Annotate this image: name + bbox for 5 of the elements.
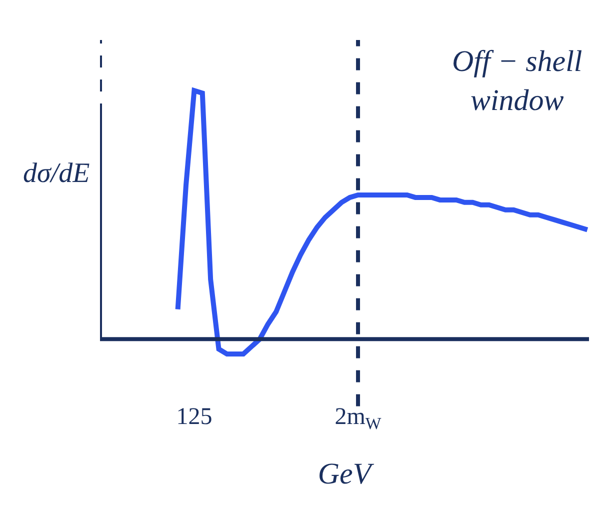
x-axis-title: GeV <box>318 458 375 491</box>
x-tick-label: 125 <box>176 404 212 430</box>
annotation: Off − shell window <box>452 45 582 117</box>
x-tick-label: 2m$_{W}$ <box>334 404 382 434</box>
y-axis-title: dσ/dE <box>23 158 90 189</box>
